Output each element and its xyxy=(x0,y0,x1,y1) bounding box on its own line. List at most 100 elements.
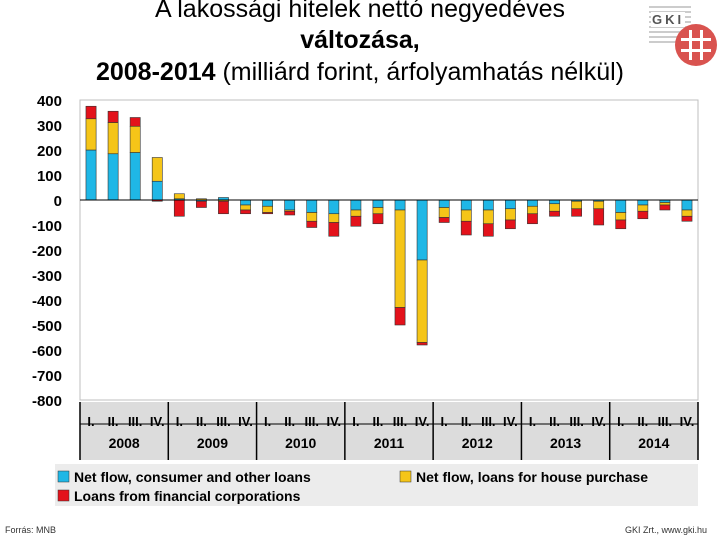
bar-segment xyxy=(240,204,251,211)
x-axis-panel xyxy=(80,402,698,460)
quarter-label: I. xyxy=(352,414,359,429)
quarter-label: I. xyxy=(529,414,536,429)
bar-segment xyxy=(284,199,296,211)
bar-segment xyxy=(549,203,560,212)
quarter-label: IV. xyxy=(503,414,518,429)
legend-swatch xyxy=(57,470,70,483)
legend-swatch xyxy=(399,470,412,483)
bar-segment xyxy=(460,220,472,236)
bar-segment xyxy=(416,342,428,346)
quarter-label: I. xyxy=(617,414,624,429)
bar-segment xyxy=(438,217,450,223)
chart-svg: 400 300 200 100 0 -100 -200 -300 -400 -500 -600 -70… xyxy=(32,93,699,506)
bar-segment xyxy=(85,118,97,151)
bar-segment xyxy=(637,199,649,206)
year-label: 2008 xyxy=(109,435,140,451)
bar-segment xyxy=(173,193,185,200)
bar-segment xyxy=(527,213,538,225)
bar-segment xyxy=(151,157,163,182)
bar-segment xyxy=(681,215,693,222)
bar-segment xyxy=(438,199,450,208)
quarter-label: IV. xyxy=(591,414,606,429)
y-tick-label: -400 xyxy=(32,293,62,310)
bar-segment xyxy=(527,205,538,215)
bar-segment xyxy=(593,200,605,210)
quarter-label: III. xyxy=(481,414,495,429)
bar-segment xyxy=(482,199,494,211)
bar-segment xyxy=(394,199,406,211)
bar-segment xyxy=(615,219,627,230)
y-tick-label: -200 xyxy=(32,243,62,260)
year-label: 2011 xyxy=(374,435,405,451)
bar-segment xyxy=(571,208,582,217)
bar-segment xyxy=(350,215,362,227)
bar-segment xyxy=(482,223,494,237)
bar-segment xyxy=(262,212,273,215)
bar-segment xyxy=(328,199,340,215)
quarter-label: II. xyxy=(284,414,295,429)
y-tick-label: 100 xyxy=(37,168,62,185)
title-line-1: A lakossági hitelek nettó negyedéves xyxy=(155,0,565,23)
quarter-label: III. xyxy=(216,414,230,429)
bar-segment xyxy=(637,210,649,220)
year-label: 2013 xyxy=(550,435,581,451)
quarter-label: II. xyxy=(196,414,207,429)
bar-segment xyxy=(129,152,141,201)
bar-segment xyxy=(129,125,141,153)
y-tick-label: -100 xyxy=(32,218,62,235)
gki-logo-text: GKI xyxy=(651,12,686,27)
bar-segment xyxy=(659,204,671,211)
gki-logo: GKI xyxy=(649,4,717,70)
title-unit: (milliárd forint, árfolyamhatás nélkül) xyxy=(215,58,625,86)
legend-label: Net flow, loans for house purchase xyxy=(416,469,648,485)
bar-segment xyxy=(107,122,119,155)
bar-segment xyxy=(681,199,693,211)
bar-segment xyxy=(394,307,406,326)
bar-segment xyxy=(328,222,340,237)
quarter-label: II. xyxy=(637,414,648,429)
bar-segment xyxy=(350,199,362,211)
bar-segment xyxy=(681,209,693,217)
bar-segment xyxy=(85,105,97,120)
quarter-label: I. xyxy=(176,414,183,429)
bar-segment xyxy=(460,209,472,222)
y-tick-label: -700 xyxy=(32,368,62,385)
bar-segment xyxy=(350,209,362,217)
y-tick-label: 300 xyxy=(37,118,62,135)
plot-area xyxy=(79,99,699,401)
bar-segment xyxy=(196,200,207,208)
quarter-label: II. xyxy=(461,414,472,429)
quarter-label: I. xyxy=(87,414,94,429)
bar-segment xyxy=(593,208,605,226)
bar-segment xyxy=(527,199,538,207)
quarter-label: I. xyxy=(441,414,448,429)
bar-segment xyxy=(328,213,340,223)
quarter-label: II. xyxy=(108,414,119,429)
bar-segment xyxy=(218,200,229,215)
quarter-label: III. xyxy=(305,414,319,429)
year-label: 2010 xyxy=(285,435,316,451)
title-years: 2008-2014 xyxy=(95,58,216,86)
y-tick-label: -600 xyxy=(32,343,62,360)
bar-segment xyxy=(637,204,649,212)
year-label: 2012 xyxy=(462,435,493,451)
y-tick-label: -800 xyxy=(32,393,62,410)
gki-logo-cross-icon xyxy=(675,24,717,66)
y-tick-label: 400 xyxy=(37,93,62,110)
bar-segment xyxy=(306,199,318,213)
bar-segment xyxy=(549,210,560,217)
legend-label: Loans from financial corporations xyxy=(74,488,301,504)
bar-segment xyxy=(262,199,273,207)
gki-logo-grid: GKI xyxy=(649,4,691,46)
year-label: 2014 xyxy=(638,435,669,451)
bar-segment xyxy=(107,153,119,201)
bar-segment xyxy=(129,117,141,127)
bar-segment xyxy=(240,199,251,206)
bar-segment xyxy=(460,199,472,211)
quarter-label: IV. xyxy=(680,414,695,429)
quarter-label: II. xyxy=(373,414,384,429)
year-label: 2009 xyxy=(197,435,228,451)
bar-segment xyxy=(306,212,318,222)
bar-segment xyxy=(284,210,296,216)
bar-segment xyxy=(85,149,97,201)
